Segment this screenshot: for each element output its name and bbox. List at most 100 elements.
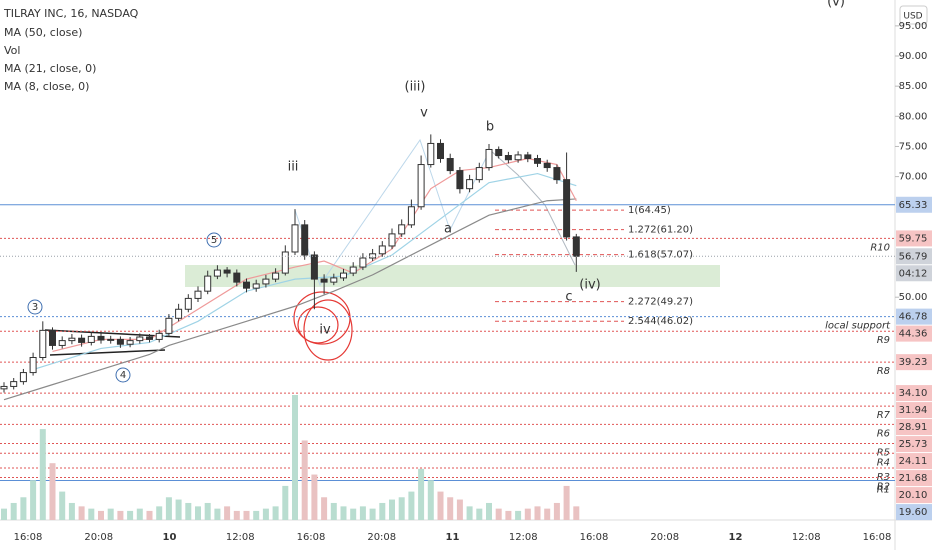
volume-bar <box>224 506 231 520</box>
candle-body <box>572 236 580 257</box>
candle-body <box>388 233 396 247</box>
volume-bar <box>505 510 512 520</box>
volume-bar <box>524 508 531 520</box>
price-label-box <box>896 354 932 371</box>
volume-bar <box>359 506 366 520</box>
y-tick-label: 50.00 <box>899 292 928 303</box>
volume-bar <box>321 497 328 520</box>
fib-label: 1.618(57.07) <box>628 250 693 261</box>
volume-bar <box>486 502 492 520</box>
wave-label: 3 <box>32 302 38 313</box>
wave-circle <box>115 367 131 383</box>
candle-body <box>378 245 386 255</box>
volume-bar <box>282 485 289 520</box>
volume-bar <box>20 497 27 520</box>
candle-body <box>524 154 532 160</box>
candle-body <box>97 335 105 341</box>
fib-label: 1(64.45) <box>628 205 671 216</box>
volume-bar <box>253 510 260 520</box>
candle-body <box>301 224 309 256</box>
volume-bar <box>107 508 114 520</box>
candle-body <box>223 269 231 274</box>
volume-bar <box>418 468 425 520</box>
candle-body <box>39 329 47 359</box>
price-label: 59.75 <box>899 233 928 244</box>
price-label-box <box>896 419 932 436</box>
candle-body <box>427 142 435 166</box>
candle-body <box>87 335 95 343</box>
candle-body <box>0 385 8 390</box>
volume-bar <box>243 510 250 520</box>
price-label: 28.91 <box>899 422 928 433</box>
ma-line <box>32 172 577 371</box>
volume-bar <box>495 508 502 520</box>
countdown: 04:12 <box>899 268 928 279</box>
candle-body <box>126 340 134 345</box>
level-name: R1 <box>877 485 890 496</box>
volume-bar <box>39 429 46 520</box>
price-label: 39.23 <box>899 357 928 368</box>
wave-label: (iv) <box>579 278 600 293</box>
volume-bar <box>456 499 463 520</box>
x-tick-label: 12 <box>729 532 743 543</box>
x-tick-label: 16:08 <box>580 532 609 543</box>
wave-label: 5 <box>211 235 217 246</box>
level-name: R2 <box>877 481 890 492</box>
candle-body <box>456 170 464 190</box>
candle-body <box>495 148 503 157</box>
price-label-box <box>896 308 932 325</box>
price-label-box <box>896 470 932 487</box>
circle-marks <box>293 291 353 361</box>
y-tick-label: 70.00 <box>899 172 928 183</box>
candle-body <box>146 336 153 340</box>
wave-line <box>294 138 491 287</box>
candle-body <box>68 337 76 342</box>
price-label: 46.78 <box>899 312 928 323</box>
volume-bar <box>195 506 201 520</box>
level-name: R5 <box>877 448 890 459</box>
x-tick-label: 20:08 <box>367 532 396 543</box>
candle-body <box>563 179 571 238</box>
price-label-box <box>896 504 932 521</box>
legend-item: MA (50, close) <box>4 26 82 39</box>
volume-bar <box>127 510 134 520</box>
fib-label: 2.544(46.02) <box>628 316 693 327</box>
candle-body <box>233 272 241 283</box>
fib-label: 2.272(49.27) <box>628 297 693 308</box>
triangle-bottom <box>49 349 166 356</box>
volume-bar <box>30 480 37 520</box>
volume-bar <box>49 463 56 520</box>
countdown-box <box>896 265 932 282</box>
y-tick-label: 80.00 <box>899 111 928 122</box>
volume-bar <box>398 497 405 520</box>
candle-body <box>252 283 260 289</box>
candle-body <box>417 164 425 208</box>
candle-body <box>272 272 280 280</box>
candle-body <box>19 372 27 383</box>
candle-body <box>340 272 347 279</box>
volume-bar <box>59 491 66 520</box>
volume-bar <box>98 510 104 520</box>
price-label: 24.11 <box>899 456 928 467</box>
level-name: R10 <box>870 242 890 253</box>
wave-label: b <box>486 120 494 135</box>
level-name: R8 <box>877 366 890 377</box>
volume-bar <box>466 506 473 520</box>
candle-body <box>320 278 328 283</box>
candle-body <box>155 332 163 340</box>
volume-bar <box>292 395 298 520</box>
wave-label: (v) <box>827 0 845 10</box>
candle-body <box>504 155 512 161</box>
volume-bar <box>350 508 357 520</box>
wave-label: iii <box>288 160 299 175</box>
wave-label: c <box>565 290 572 305</box>
candle-body <box>407 206 415 226</box>
volume-bar <box>146 510 153 520</box>
volume-bar <box>175 499 182 520</box>
candle-body <box>349 266 357 274</box>
candle-body <box>58 340 66 346</box>
candle-body <box>475 167 483 181</box>
volume-bar <box>330 502 337 520</box>
level-name: R4 <box>877 457 890 468</box>
candle-body <box>107 338 115 341</box>
